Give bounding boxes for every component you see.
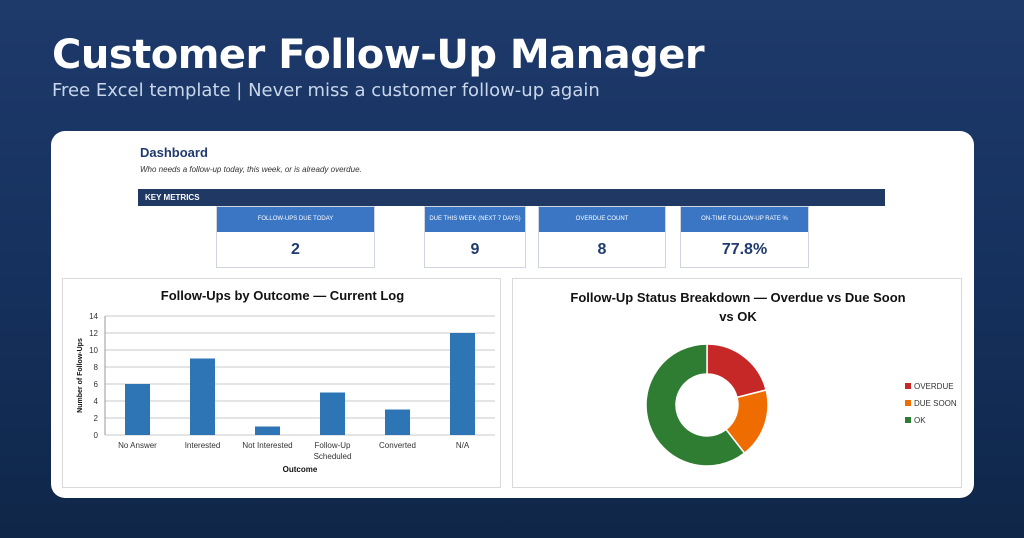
y-axis-label: Number of Follow-Ups: [77, 338, 84, 413]
dashboard-card: Dashboard Who needs a follow-up today, t…: [51, 131, 974, 498]
donut-chart: OVERDUE DUE SOON OK: [645, 343, 957, 467]
bar: [385, 409, 410, 435]
donut-slice: [645, 343, 746, 467]
page-subtitle: Free Excel template | Never miss a custo…: [52, 80, 600, 101]
x-tick-label: Interested: [185, 441, 221, 450]
page-title: Customer Follow-Up Manager: [52, 32, 705, 78]
y-tick-label: 2: [94, 414, 99, 423]
bar: [190, 358, 215, 435]
bar-chart-panel: Follow-Ups by Outcome — Current Log 0 2 4 6…: [62, 278, 501, 488]
metric-label: FOLLOW-UPS DUE TODAY: [217, 207, 374, 232]
legend-swatch: [905, 400, 911, 406]
bar: [450, 333, 475, 435]
metric-label: ON-TIME FOLLOW-UP RATE %: [681, 207, 808, 232]
x-tick-label: Not Interested: [242, 441, 292, 450]
donut-slice: [706, 343, 768, 399]
y-tick-label: 4: [94, 397, 99, 406]
x-tick-label: No Answer: [118, 441, 157, 450]
dashboard-subtitle: Who needs a follow-up today, this week, …: [140, 165, 362, 174]
metric-value: 2: [291, 241, 300, 258]
y-tick-label: 0: [94, 431, 99, 440]
bar-chart: 0 2 4 6 8 10 12 14 No Answer Interested Not Intere…: [77, 312, 495, 474]
legend-swatch: [905, 417, 911, 423]
bar: [320, 392, 345, 435]
metric-value: 9: [470, 241, 480, 258]
y-tick-label: 10: [89, 346, 98, 355]
legend-label: DUE SOON: [914, 399, 957, 408]
metric-on-time-rate: ON-TIME FOLLOW-UP RATE % 77.8%: [680, 206, 809, 268]
metric-value: 77.8%: [721, 241, 768, 258]
bar: [255, 426, 280, 435]
donut-chart-panel: Follow-Up Status Breakdown — Overdue vs …: [512, 278, 962, 488]
x-tick-label: Converted: [379, 441, 416, 450]
legend-label: OK: [914, 416, 926, 425]
bar-chart-title: Follow-Ups by Outcome — Current Log: [160, 288, 405, 303]
y-tick-label: 12: [89, 329, 98, 338]
x-axis-label: Outcome: [283, 465, 318, 474]
key-metrics-header: KEY METRICS: [138, 189, 885, 206]
dashboard-title: Dashboard: [140, 145, 208, 160]
metric-label: DUE THIS WEEK (NEXT 7 DAYS): [425, 207, 525, 232]
y-tick-label: 6: [94, 380, 99, 389]
legend-label: OVERDUE: [914, 382, 954, 391]
metric-due-this-week: DUE THIS WEEK (NEXT 7 DAYS) 9: [424, 206, 526, 268]
metric-label: OVERDUE COUNT: [539, 207, 665, 232]
metric-overdue-count: OVERDUE COUNT 8: [538, 206, 666, 268]
x-tick-label: Follow-Up: [314, 441, 351, 450]
metric-value: 8: [597, 241, 607, 258]
bar: [125, 384, 150, 435]
x-tick-label: N/A: [456, 441, 470, 450]
donut-chart-title: Follow-Up Status Breakdown — Overdue vs …: [570, 290, 906, 324]
x-tick-label: Scheduled: [314, 452, 352, 461]
y-tick-label: 14: [89, 312, 98, 321]
y-tick-label: 8: [94, 363, 99, 372]
legend-swatch: [905, 383, 911, 389]
metric-due-today: FOLLOW-UPS DUE TODAY 2: [216, 206, 375, 268]
